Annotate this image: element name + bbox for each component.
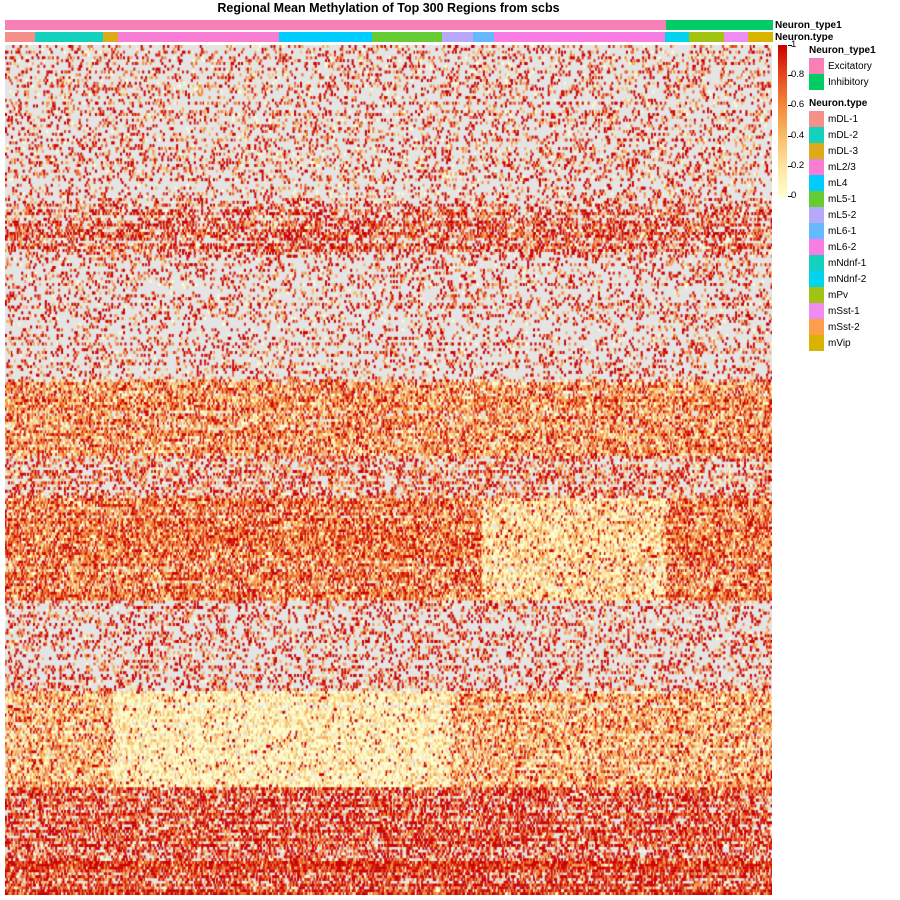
legend-swatch — [809, 271, 824, 287]
legend-swatch — [809, 191, 824, 207]
legend-label: mPv — [828, 290, 848, 301]
colorbar-tick-label: 0.8 — [791, 69, 805, 80]
annotation-segment-ml5-1: mL5-1 — [371, 32, 444, 42]
legend-label: mDL-2 — [828, 130, 859, 141]
annotation-segment-ml4: mL4 — [278, 32, 373, 42]
colorbar-tick — [788, 196, 792, 197]
legend-label: mL6-1 — [828, 226, 857, 237]
annotation-segment-msst-1: mSst-1 — [723, 32, 750, 42]
annotation-label-neuron-type: Neuron.type — [775, 32, 834, 43]
colorbar-tick-label: 0 — [791, 190, 797, 201]
chart-title: Regional Mean Methylation of Top 300 Reg… — [217, 1, 560, 15]
legend-label: Inhibitory — [828, 77, 869, 88]
legend-swatch — [809, 319, 824, 335]
legend-swatch — [809, 207, 824, 223]
legend-label: mSst-2 — [828, 322, 860, 333]
colorbar-tick — [788, 136, 792, 137]
annotation-segment-excitatory: Excitatory — [5, 20, 668, 30]
annotation-bar-neuron-type: mDL-1mDL-2mDL-3mL2/3mL4mL5-1mL5-2mL6-1mL… — [5, 32, 774, 42]
annotation-segment-mdl-2: mDL-2 — [34, 32, 105, 42]
colorbar-tick-label: 0.4 — [791, 130, 805, 141]
legend-label: mL6-2 — [828, 242, 857, 253]
legend-swatch — [809, 223, 824, 239]
colorbar-tick — [788, 166, 792, 167]
legend-title: Neuron.type — [809, 98, 868, 109]
annotation-segment-mpv: mPv — [689, 32, 725, 42]
legend-swatch — [809, 335, 824, 351]
legend-swatch — [809, 127, 824, 143]
heatmap-cells — [5, 45, 772, 895]
legend-title: Neuron_type1 — [809, 45, 876, 56]
legend-swatch — [809, 143, 824, 159]
annotation-segment-mdl-3: mDL-3 — [103, 32, 119, 42]
annotation-segment-ml2-3: mL2/3 — [117, 32, 280, 42]
annotation-segment-ml5-2: mL5-2 — [442, 32, 475, 42]
colorbar — [778, 45, 787, 197]
legend-label: mL4 — [828, 178, 848, 189]
colorbar-tick — [788, 105, 792, 106]
legend-panel: 1 0.8 0.6 0.4 0.2 0 Neuron_type1 Excitatory Inh… — [775, 40, 900, 365]
legend-swatch — [809, 159, 824, 175]
legend-swatch — [809, 74, 824, 90]
legend-label: mL5-2 — [828, 210, 857, 221]
annotation-label-neuron-type1: Neuron_type1 — [775, 20, 842, 31]
legend-swatch — [809, 287, 824, 303]
annotation-segment-mndnf-2: mNdnf-2 — [664, 32, 691, 42]
legend-label: mL5-1 — [828, 194, 857, 205]
legend-swatch — [809, 255, 824, 271]
colorbar-tick-label: 0.6 — [791, 99, 805, 110]
legend-swatch — [809, 239, 824, 255]
colorbar-tick — [788, 75, 792, 76]
legend-label: mVip — [828, 338, 851, 349]
legend-label: mSst-1 — [828, 306, 860, 317]
legend-swatch — [809, 58, 824, 74]
annotation-segment-mdl-1: mDL-1 — [5, 32, 37, 42]
annotation-segment-mvip: mVip — [748, 32, 774, 42]
colorbar-tick-label: 0.2 — [791, 160, 805, 171]
legend-label: mDL-3 — [828, 146, 859, 157]
legend-label: mL2/3 — [828, 162, 856, 173]
legend-swatch — [809, 111, 824, 127]
annotation-segment-ml6-2: mL6-2 — [493, 32, 666, 42]
legend-label: Excitatory — [828, 61, 872, 72]
legend-swatch — [809, 175, 824, 191]
annotation-segment-ml6-1: mL6-1 — [472, 32, 495, 42]
colorbar-tick — [788, 45, 792, 46]
legend-label: mNdnf-2 — [828, 274, 867, 285]
legend-label: mNdnf-1 — [828, 258, 867, 269]
legend-label: mDL-1 — [828, 114, 859, 125]
annotation-segment-inhibitory: Inhibitory — [666, 20, 774, 30]
colorbar-tick-label: 1 — [791, 39, 797, 50]
legend-swatch — [809, 303, 824, 319]
